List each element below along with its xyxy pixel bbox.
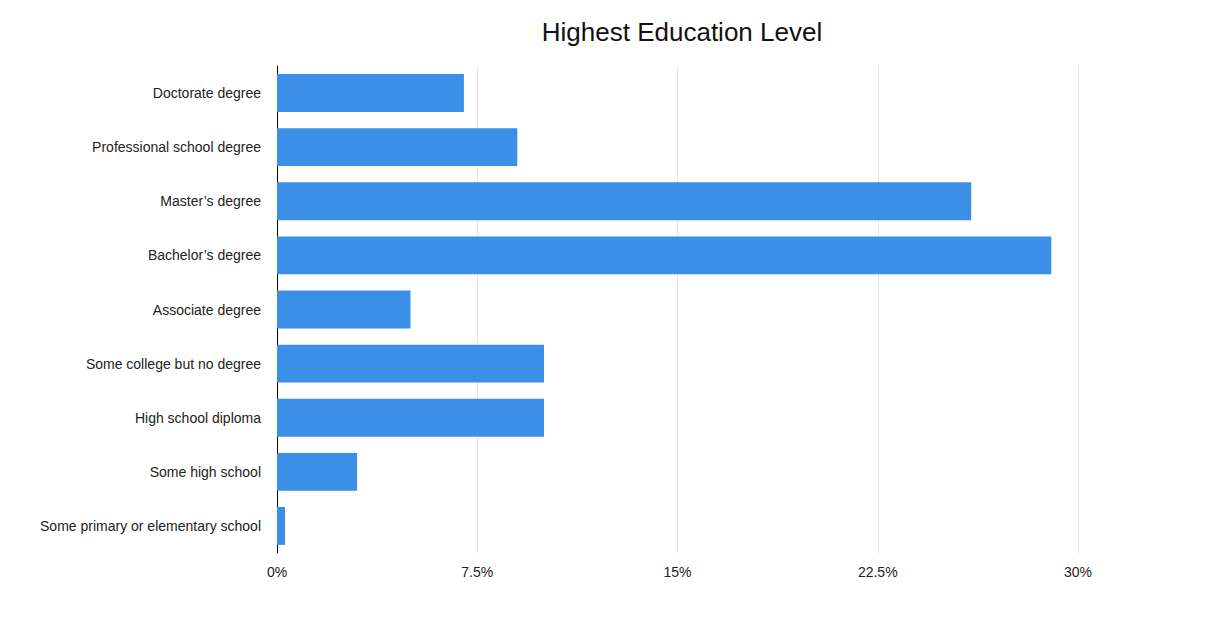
svg-text:Master’s degree: Master’s degree — [160, 193, 261, 209]
svg-text:Some high school: Some high school — [150, 464, 261, 480]
svg-text:Professional school degree: Professional school degree — [92, 139, 261, 155]
svg-text:7.5%: 7.5% — [461, 564, 493, 580]
svg-text:22.5%: 22.5% — [858, 564, 898, 580]
svg-text:30%: 30% — [1064, 564, 1092, 580]
svg-text:Doctorate degree: Doctorate degree — [153, 85, 261, 101]
svg-text:Associate degree: Associate degree — [153, 302, 261, 318]
svg-text:Highest Education Level: Highest Education Level — [542, 17, 822, 47]
svg-text:0%: 0% — [267, 564, 287, 580]
svg-text:15%: 15% — [663, 564, 691, 580]
svg-text:Bachelor’s degree: Bachelor’s degree — [148, 247, 261, 263]
svg-text:Some primary or elementary sch: Some primary or elementary school — [40, 518, 261, 534]
svg-text:Some college but no degree: Some college but no degree — [86, 356, 261, 372]
svg-text:High school diploma: High school diploma — [135, 410, 261, 426]
